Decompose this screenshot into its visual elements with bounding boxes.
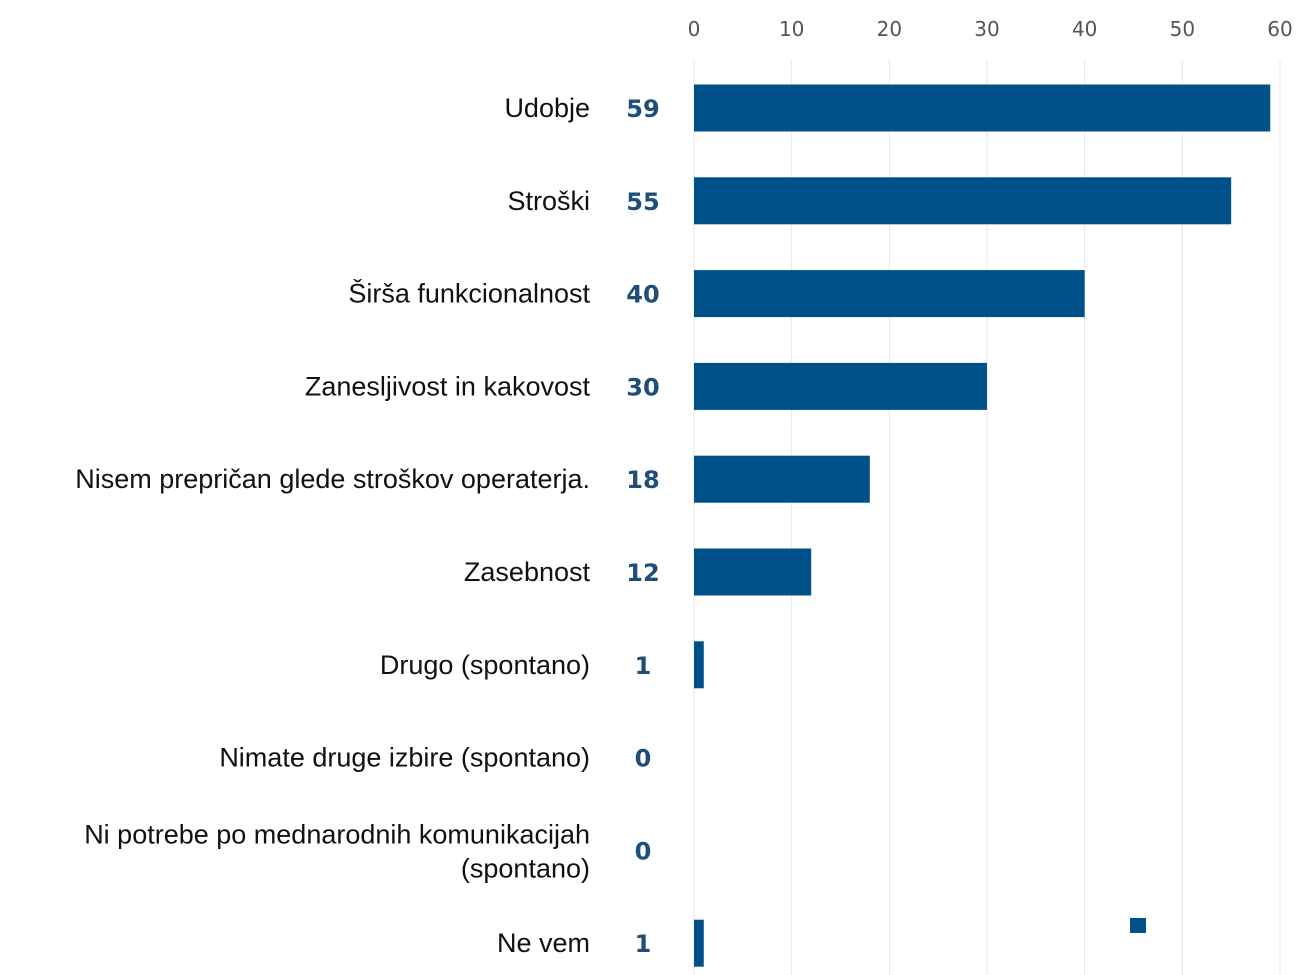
value-label: 1 [635, 652, 652, 680]
category-label: Zanesljivost in kakovost [305, 371, 591, 401]
x-tick-label: 50 [1170, 17, 1195, 41]
value-label: 18 [626, 466, 659, 494]
category-label: Širša funkcionalnost [348, 278, 590, 309]
value-label: 40 [626, 281, 659, 309]
category-label: Ni potrebe po mednarodnih komunikacijah(… [84, 819, 590, 883]
value-label: 55 [626, 188, 659, 216]
x-tick-label: 60 [1267, 17, 1292, 41]
bars [694, 84, 1271, 967]
category-label: Nisem prepričan glede stroškov operaterj… [75, 464, 590, 494]
bar [694, 177, 1232, 225]
value-label: 30 [626, 373, 659, 401]
value-label: 59 [626, 95, 659, 123]
legend-swatch [1130, 918, 1146, 933]
value-labels: 59 55 40 30 18 12 1 0 0 1 [626, 95, 659, 958]
category-label: Drugo (spontano) [380, 650, 590, 680]
bar [694, 362, 987, 410]
bar [694, 84, 1271, 132]
x-tick-label: 20 [877, 17, 902, 41]
value-label: 12 [626, 559, 659, 587]
bar [694, 270, 1085, 318]
category-label: Nimate druge izbire (spontano) [219, 743, 590, 773]
bar [694, 455, 870, 503]
x-tick-label: 0 [688, 17, 701, 41]
category-label: Stroški [507, 186, 590, 216]
value-label: 0 [635, 837, 652, 865]
bar [694, 548, 812, 596]
x-tick-label: 40 [1072, 17, 1097, 41]
category-label: Udobje [504, 93, 590, 123]
bar [694, 641, 704, 689]
x-tick-label: 10 [779, 17, 804, 41]
x-axis-ticks: 0 10 20 30 40 50 60 [688, 17, 1293, 41]
category-label: Zasebnost [464, 557, 591, 587]
value-label: 0 [635, 745, 652, 773]
value-label: 1 [635, 930, 652, 958]
category-labels: Udobje Stroški Širša funkcionalnost Zaneslj… [75, 93, 590, 958]
category-label: Ne vem [497, 928, 590, 958]
bar [694, 919, 704, 967]
x-tick-label: 30 [974, 17, 999, 41]
